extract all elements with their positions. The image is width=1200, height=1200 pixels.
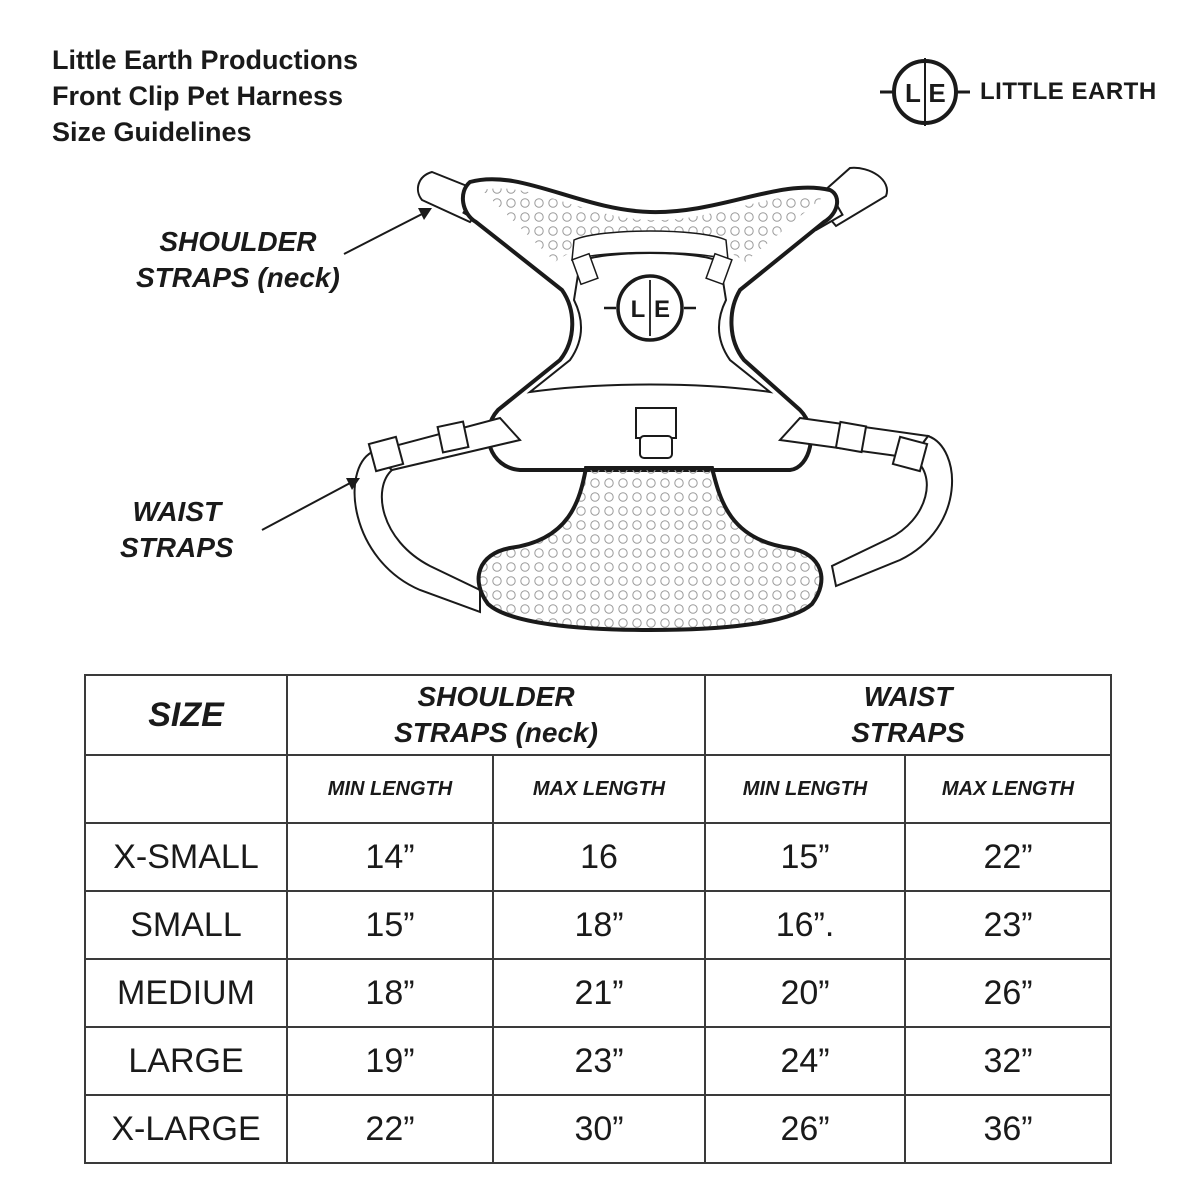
table-header-row: SIZE SHOULDER STRAPS (neck) WAIST STRAPS: [84, 674, 1113, 756]
subheader-shoulder-max: MAX LENGTH: [492, 754, 707, 824]
chest-pad: [476, 466, 824, 633]
brand-name: LITTLE EARTH: [980, 78, 1157, 105]
title-line-company: Little Earth Productions: [52, 45, 359, 75]
waist-group-header: WAIST STRAPS: [704, 674, 1113, 756]
shoulder-max-cell: 30”: [492, 1094, 707, 1164]
shoulder-header-line-2: STRAPS (neck): [394, 717, 598, 748]
waist-min-cell: 26”: [704, 1094, 907, 1164]
shoulder-max-cell: 23”: [492, 1026, 707, 1096]
title-line-subtitle: Size Guidelines: [52, 117, 252, 147]
harness-logo-letter-l: L: [631, 296, 646, 323]
shoulder-min-cell: 22”: [286, 1094, 494, 1164]
table-row: SMALL 15” 18” 16”. 23”: [84, 890, 1113, 960]
size-guide-table: SIZE SHOULDER STRAPS (neck) WAIST STRAPS…: [84, 674, 1113, 1164]
subheader-empty-cell: [84, 754, 288, 824]
size-cell: X-LARGE: [84, 1094, 288, 1164]
waist-max-cell: 36”: [904, 1094, 1113, 1164]
table-row: MEDIUM 18” 21” 20” 26”: [84, 958, 1113, 1028]
waist-callout-line-1: WAIST: [132, 496, 222, 527]
waist-header-line-1: WAIST: [863, 681, 953, 712]
waist-min-cell: 16”.: [704, 890, 907, 960]
brand-mark-letter-l: L: [905, 78, 921, 108]
harness-illustration: L E: [261, 166, 954, 633]
subheader-waist-max: MAX LENGTH: [904, 754, 1113, 824]
waist-min-cell: 15”: [704, 822, 907, 892]
subheader-shoulder-min: MIN LENGTH: [286, 754, 494, 824]
waist-straps-callout: WAIST STRAPS: [120, 494, 234, 566]
waist-max-cell: 32”: [904, 1026, 1113, 1096]
subheader-waist-min: MIN LENGTH: [704, 754, 907, 824]
table-row: X-SMALL 14” 16 15” 22”: [84, 822, 1113, 892]
shoulder-header-line-1: SHOULDER: [417, 681, 575, 712]
waist-min-cell: 20”: [704, 958, 907, 1028]
harness-logo-icon: L E: [604, 274, 696, 342]
shoulder-callout-arrow: [343, 208, 432, 255]
shoulder-min-cell: 15”: [286, 890, 494, 960]
shoulder-callout-line-1: SHOULDER: [159, 226, 317, 257]
shoulder-straps-callout: SHOULDER STRAPS (neck): [136, 224, 340, 296]
waist-header-line-2: STRAPS: [851, 717, 965, 748]
shoulder-min-cell: 18”: [286, 958, 494, 1028]
harness-logo-letter-e: E: [654, 296, 670, 323]
shoulder-min-cell: 19”: [286, 1026, 494, 1096]
shoulder-max-cell: 21”: [492, 958, 707, 1028]
table-row: X-LARGE 22” 30” 26” 36”: [84, 1094, 1113, 1164]
brand-mark-letter-e: E: [928, 78, 945, 108]
waist-min-cell: 24”: [704, 1026, 907, 1096]
title-line-product: Front Clip Pet Harness: [52, 81, 344, 111]
shoulder-callout-line-2: STRAPS (neck): [136, 262, 340, 293]
shoulder-max-cell: 18”: [492, 890, 707, 960]
table-row: LARGE 19” 23” 24” 32”: [84, 1026, 1113, 1096]
waist-max-cell: 23”: [904, 890, 1113, 960]
waist-straps: [353, 416, 954, 614]
size-cell: X-SMALL: [84, 822, 288, 892]
size-cell: LARGE: [84, 1026, 288, 1096]
shoulder-group-header: SHOULDER STRAPS (neck): [285, 674, 707, 756]
size-column-header: SIZE: [84, 674, 288, 756]
brand-mark-icon: L E: [880, 58, 970, 126]
waist-callout-arrow: [261, 478, 360, 531]
shoulder-max-cell: 16: [492, 822, 707, 892]
size-cell: MEDIUM: [84, 958, 288, 1028]
table-subheader-row: MIN LENGTH MAX LENGTH MIN LENGTH MAX LEN…: [84, 754, 1113, 824]
waist-max-cell: 26”: [904, 958, 1113, 1028]
front-clip-icon: [635, 407, 677, 459]
size-cell: SMALL: [84, 890, 288, 960]
shoulder-min-cell: 14”: [286, 822, 494, 892]
waist-callout-line-2: STRAPS: [120, 532, 234, 563]
waist-max-cell: 22”: [904, 822, 1113, 892]
page-title: Little Earth Productions Front Clip Pet …: [52, 42, 358, 150]
brand-logo: L E LITTLE EARTH: [880, 52, 1157, 132]
